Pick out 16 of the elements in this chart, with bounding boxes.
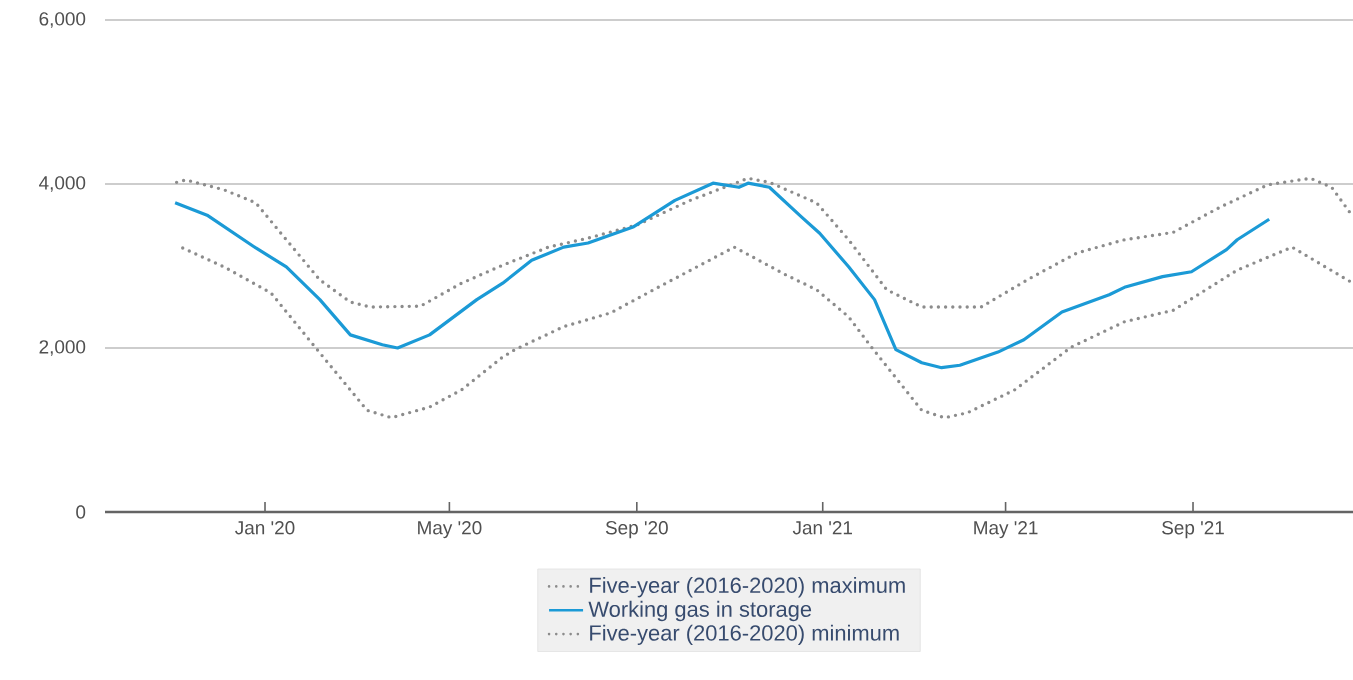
- y-tick-label: 2,000: [39, 340, 86, 356]
- legend-label: Working gas in storage: [588, 600, 812, 622]
- y-tick-label: 6,000: [39, 12, 86, 28]
- y-tick-label: 0: [76, 505, 86, 519]
- y-tick-label: 4,000: [39, 176, 86, 192]
- x-tick-label: May '20: [418, 521, 482, 539]
- x-tick-label: Jan '21: [792, 521, 852, 535]
- legend-label: Five-year (2016-2020) maximum: [590, 576, 905, 598]
- x-tick-label: May '21: [974, 521, 1038, 539]
- x-tick-label: Sep '20: [605, 521, 668, 539]
- line-series: [181, 245, 1353, 420]
- x-tick-label: Jan '20: [235, 521, 295, 535]
- legend-label: Five-year (2016-2020) minimum: [590, 624, 899, 646]
- line-series: [173, 181, 1271, 370]
- line-series: [174, 176, 1353, 309]
- x-tick-label: Sep '21: [1162, 521, 1224, 539]
